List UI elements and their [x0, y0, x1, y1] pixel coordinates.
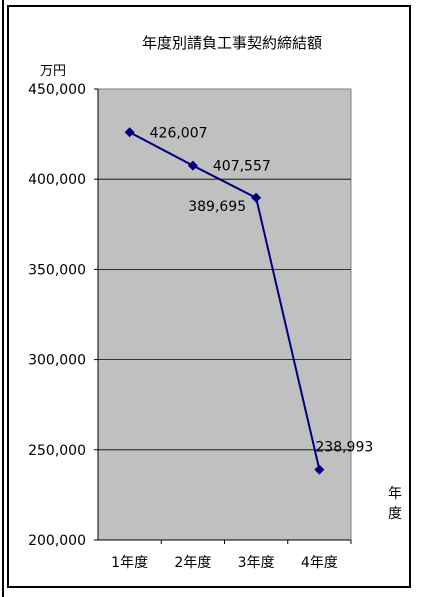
y-axis-unit-label: 万円	[40, 64, 66, 79]
x-tick-label: 4年度	[301, 555, 338, 571]
y-tick-label: 350,000	[28, 262, 86, 278]
y-tick-label: 400,000	[28, 172, 86, 188]
plot-area: 200,000 250,000 300,000 350,000 400,000 450,0…	[28, 82, 373, 571]
data-label: 407,557	[213, 159, 271, 175]
series-line	[129, 131, 321, 470]
y-tick-label: 200,000	[28, 533, 86, 549]
chart-border	[7, 5, 411, 588]
data-point	[314, 464, 325, 475]
data-point	[251, 192, 262, 203]
x-axis-title-char: 度	[388, 506, 402, 522]
x-axis-title-char: 年	[388, 486, 402, 502]
x-axis-title: 年度	[388, 486, 402, 522]
x-tick-label: 2年度	[174, 555, 211, 571]
x-tick-label: 3年度	[238, 555, 275, 571]
data-point	[187, 160, 198, 171]
data-label: 426,007	[150, 125, 208, 141]
y-tick-label: 450,000	[28, 82, 86, 98]
data-label: 238,993	[315, 440, 373, 456]
plot-background	[97, 88, 352, 541]
frame-left-border	[2, 0, 4, 597]
data-label: 389,695	[188, 199, 246, 215]
chart-title: 年度別請負工事契約締結額	[142, 34, 322, 52]
y-tick-label: 250,000	[28, 443, 86, 459]
data-point	[124, 127, 135, 138]
x-tick-label: 1年度	[111, 555, 148, 571]
y-tick-label: 300,000	[28, 353, 86, 369]
